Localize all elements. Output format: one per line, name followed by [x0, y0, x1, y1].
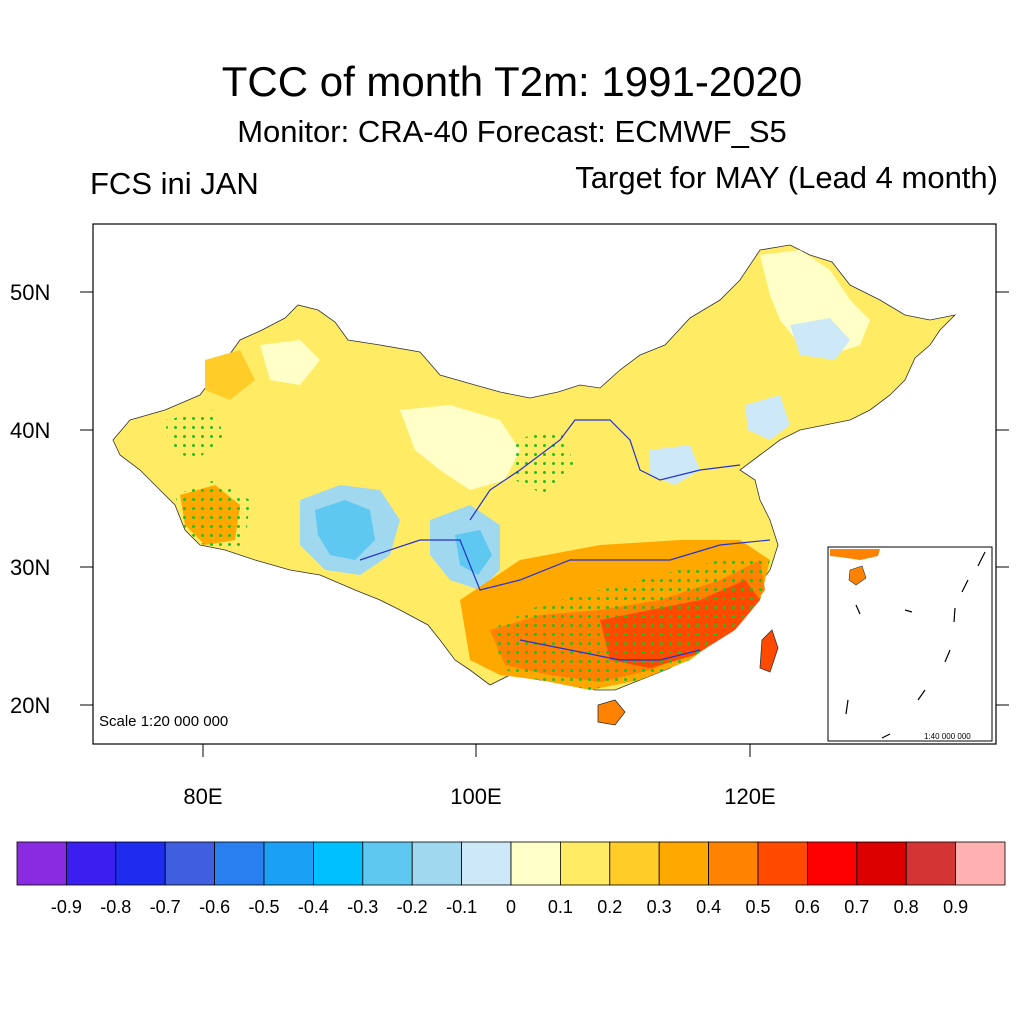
- colorbar-swatch: [16, 841, 67, 886]
- blue-region-northeast: [790, 318, 850, 360]
- colorbar-label: -0.9: [51, 897, 82, 917]
- colorbar-label: 0.3: [647, 897, 672, 917]
- colorbar-swatch: [955, 841, 1006, 886]
- colorbar-swatch: [263, 841, 314, 886]
- colorbar-swatch: [708, 841, 759, 886]
- colorbar-label: -0.5: [248, 897, 279, 917]
- colorbar-swatch: [164, 841, 215, 886]
- lat-label-30n: 30N: [10, 555, 50, 580]
- map-scale-label: Scale 1:20 000 000: [99, 713, 228, 730]
- yellow-river: [469, 419, 741, 521]
- colorbar-swatch: [312, 841, 364, 886]
- china-map: [112, 244, 957, 726]
- lon-label-80e: 80E: [183, 784, 222, 809]
- map-frame: [92, 223, 997, 745]
- colorbar-label: 0.7: [844, 897, 869, 917]
- colorbar-label: 0.4: [696, 897, 721, 917]
- colorbar-swatch: [411, 841, 463, 886]
- lat-label-50n: 50N: [10, 280, 50, 305]
- colorbar-label: -0.7: [150, 897, 181, 917]
- colorbar-swatch: [856, 841, 907, 886]
- colorbar-label: 0.2: [597, 897, 622, 917]
- colorbar-label: 0.9: [943, 897, 968, 917]
- colorbar-label: -0.8: [100, 897, 131, 917]
- blue-region-qinghai-core: [455, 530, 492, 575]
- inset-scale-label: 1:40 000 000: [924, 732, 971, 741]
- south-china-sea-inset: 1:40 000 000: [827, 546, 993, 742]
- colorbar-swatch: [214, 841, 265, 886]
- blue-region-bohai: [745, 395, 790, 440]
- colorbar-label: 0.1: [548, 897, 573, 917]
- blue-region-tibet-core: [315, 500, 375, 560]
- colorbar-label: 0.5: [745, 897, 770, 917]
- init-label: FCS ini JAN: [90, 166, 259, 201]
- colorbar-swatch: [510, 841, 561, 886]
- pale-region-north: [760, 250, 870, 355]
- colorbar-swatch: [905, 841, 957, 886]
- target-label: Target for MAY (Lead 4 month): [575, 160, 998, 195]
- colorbar-label: -0.1: [446, 897, 477, 917]
- blue-region-north-china: [650, 445, 700, 485]
- latitude-ticks: [80, 291, 1009, 706]
- colorbar-swatch: [609, 841, 660, 886]
- chart-subtitle: Monitor: CRA-40 Forecast: ECMWF_S5: [237, 114, 787, 149]
- colorbar-swatch: [560, 841, 611, 886]
- colorbar-swatch: [461, 841, 512, 886]
- colorbar-swatch: [807, 841, 858, 886]
- pale-region-west: [260, 340, 320, 385]
- colorbar-label: 0.6: [795, 897, 820, 917]
- colorbar-swatch: [757, 841, 808, 886]
- longitude-ticks: [202, 744, 751, 757]
- lon-label-120e: 120E: [724, 784, 775, 809]
- significance-dots-west: [175, 480, 250, 550]
- colorbar-swatch: [66, 841, 117, 886]
- colorbar: -0.9 -0.8 -0.7 -0.6 -0.5 -0.4 -0.3 -0.2 -0.1 0 0.1…: [16, 841, 1006, 917]
- colorbar-swatch: [362, 841, 413, 886]
- lat-label-40n: 40N: [10, 418, 50, 443]
- yangtze-river: [359, 539, 771, 591]
- colorbar-label: 0.8: [894, 897, 919, 917]
- chart-title: TCC of month T2m: 1991-2020: [221, 58, 803, 105]
- orange-region-northwest: [205, 350, 255, 400]
- colorbar-swatch: [658, 841, 710, 886]
- lat-label-20n: 20N: [10, 693, 50, 718]
- colorbar-label: -0.3: [347, 897, 378, 917]
- significance-dots-central: [510, 430, 575, 495]
- pearl-river: [519, 639, 701, 661]
- taiwan-island: [759, 629, 779, 673]
- colorbar-swatch: [115, 841, 166, 886]
- significance-dots-south: [490, 555, 770, 690]
- hainan-island: [597, 699, 626, 726]
- colorbar-label: -0.6: [199, 897, 230, 917]
- pale-region-central: [400, 405, 520, 490]
- colorbar-label: -0.4: [298, 897, 329, 917]
- lon-label-100e: 100E: [450, 784, 501, 809]
- significance-dots-northwest: [165, 410, 225, 460]
- colorbar-label: -0.2: [397, 897, 428, 917]
- colorbar-label: 0: [506, 897, 516, 917]
